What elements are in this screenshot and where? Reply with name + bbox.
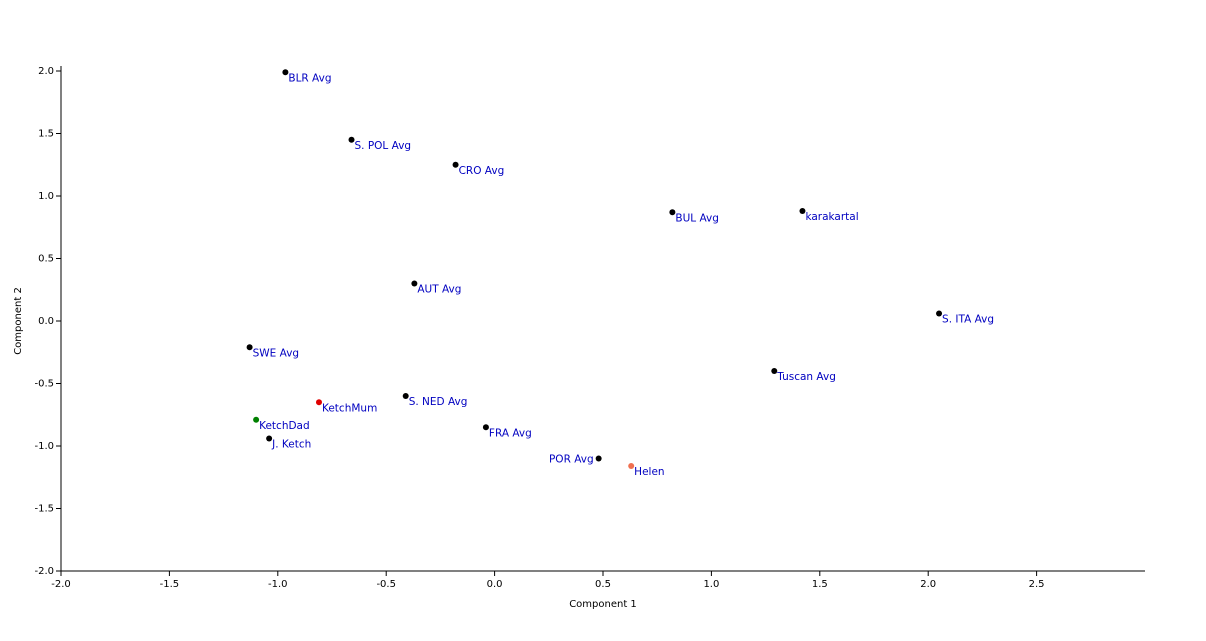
- x-tick-label: -1.0: [268, 579, 288, 590]
- point: [669, 209, 676, 216]
- y-tick-label: 1.5: [38, 129, 54, 140]
- point-label: S. ITA Avg: [942, 314, 994, 326]
- y-tick-label: -0.5: [34, 379, 54, 390]
- y-tick-label: 2.0: [38, 66, 54, 77]
- point: [936, 310, 943, 317]
- point-label: POR Avg: [549, 454, 594, 466]
- x-tick-label: 1.0: [703, 579, 719, 590]
- x-axis-title: Component 1: [569, 599, 637, 610]
- point: [628, 463, 635, 469]
- y-tick-label: 0.5: [38, 254, 54, 265]
- point: [348, 136, 355, 143]
- point-label: AUT Avg: [417, 284, 461, 296]
- point: [266, 435, 273, 442]
- x-tick-label: 0.0: [487, 579, 503, 590]
- x-tick-label: -2.0: [51, 579, 71, 590]
- point: [452, 161, 459, 168]
- point-label: KetchMum: [322, 402, 377, 414]
- x-tick-label: -0.5: [376, 579, 396, 590]
- x-tick-label: 1.5: [812, 579, 828, 590]
- point-label: BLR Avg: [288, 72, 331, 84]
- point: [253, 416, 260, 423]
- point: [246, 344, 253, 351]
- y-tick-label: 1.0: [38, 191, 54, 202]
- point-label: S. NED Avg: [409, 396, 468, 408]
- point: [411, 280, 418, 287]
- point-label: SWE Avg: [253, 347, 299, 359]
- point: [799, 208, 806, 214]
- point: [595, 455, 602, 462]
- point-label: S. POL Avg: [355, 140, 412, 152]
- point: [771, 368, 778, 374]
- x-tick-label: 2.5: [1029, 579, 1045, 590]
- point-label: FRA Avg: [489, 427, 532, 439]
- point-label: Tuscan Avg: [776, 371, 836, 383]
- y-tick-label: -1.0: [34, 441, 54, 452]
- x-tick-label: 2.0: [920, 579, 936, 590]
- point: [282, 69, 289, 76]
- y-axis-title: Component 2: [13, 287, 24, 355]
- y-tick-label: 0.0: [38, 316, 54, 327]
- point: [482, 424, 489, 431]
- point: [402, 393, 409, 399]
- point: [315, 399, 322, 406]
- y-tick-label: -2.0: [34, 566, 54, 577]
- point-label: CRO Avg: [459, 165, 505, 177]
- point-label: Helen: [634, 466, 664, 478]
- x-tick-label: 0.5: [595, 579, 611, 590]
- x-tick-label: -1.5: [160, 579, 180, 590]
- point-label: KetchDad: [259, 420, 310, 432]
- point-label: karakartal: [805, 211, 858, 223]
- y-tick-label: -1.5: [34, 504, 54, 515]
- point-label: BUL Avg: [675, 212, 719, 224]
- point-label: J. Ketch: [271, 439, 311, 451]
